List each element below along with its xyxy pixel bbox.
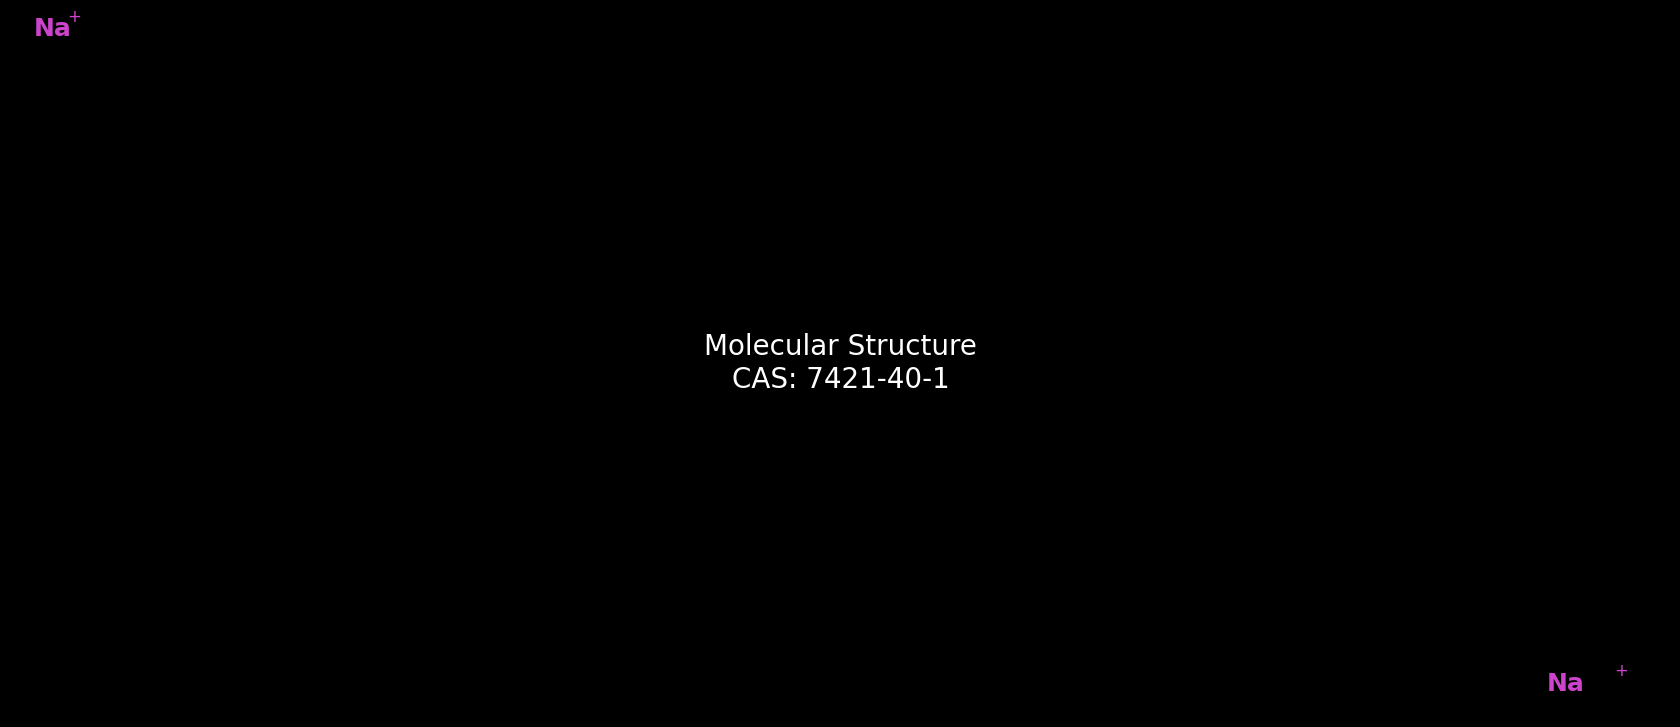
Text: +: + <box>67 8 81 26</box>
Text: Na: Na <box>34 17 72 41</box>
Text: +: + <box>1613 662 1626 680</box>
Text: Na: Na <box>1546 672 1584 696</box>
Text: Molecular Structure
CAS: 7421-40-1: Molecular Structure CAS: 7421-40-1 <box>704 333 976 394</box>
